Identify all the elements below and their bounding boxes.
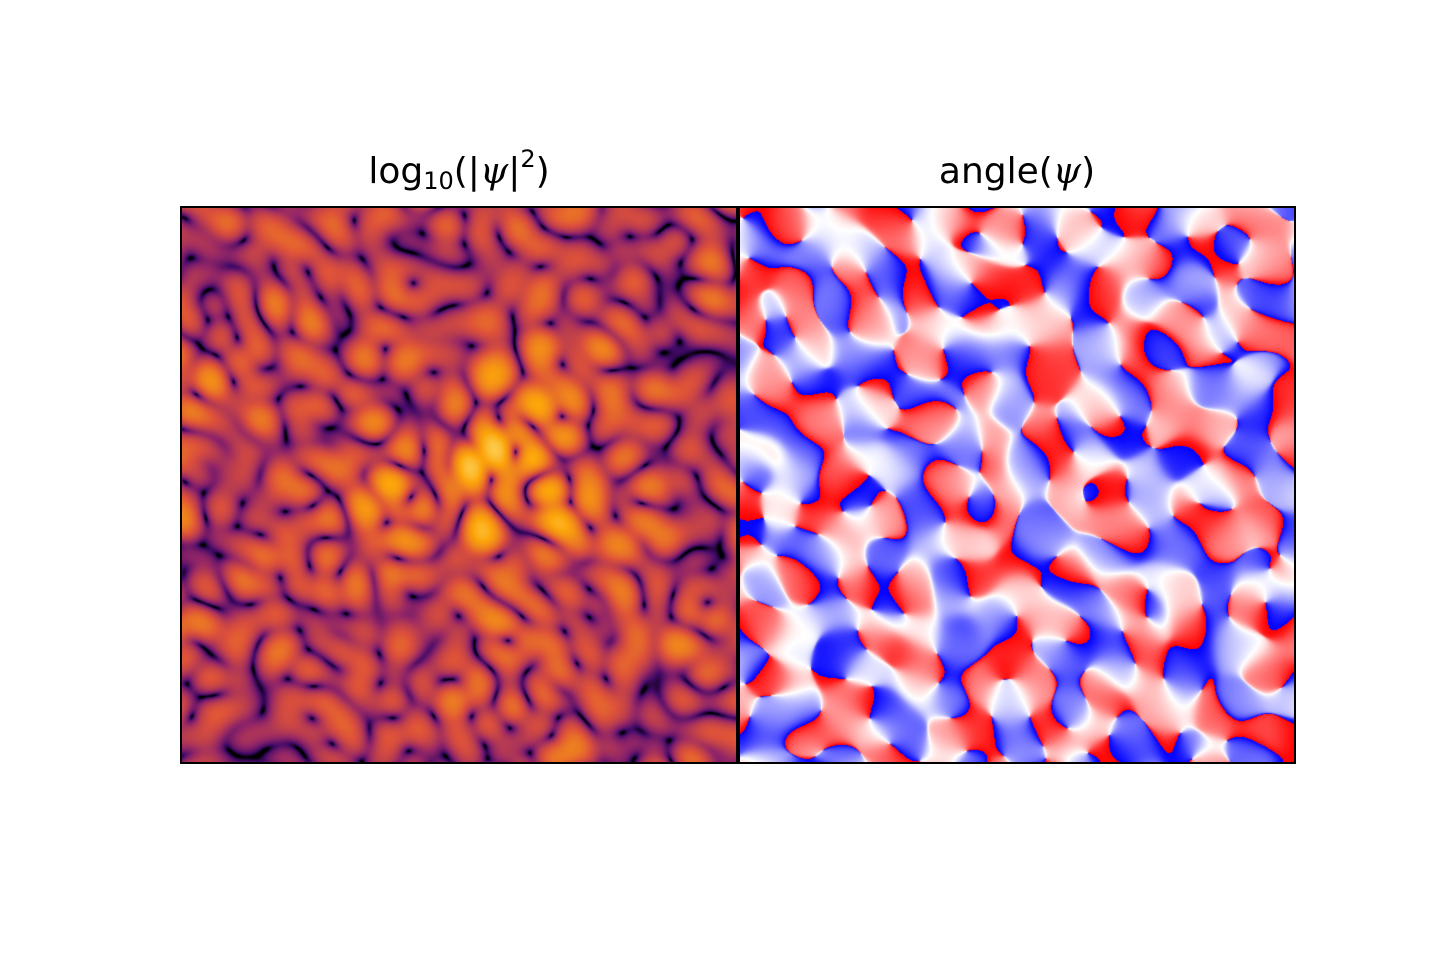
log-density-heatmap xyxy=(180,206,738,764)
left-panel-title: log10(|ψ|2) xyxy=(368,145,550,195)
right-panel-title: angle(ψ) xyxy=(938,151,1096,192)
phase-angle-heatmap xyxy=(738,206,1296,764)
